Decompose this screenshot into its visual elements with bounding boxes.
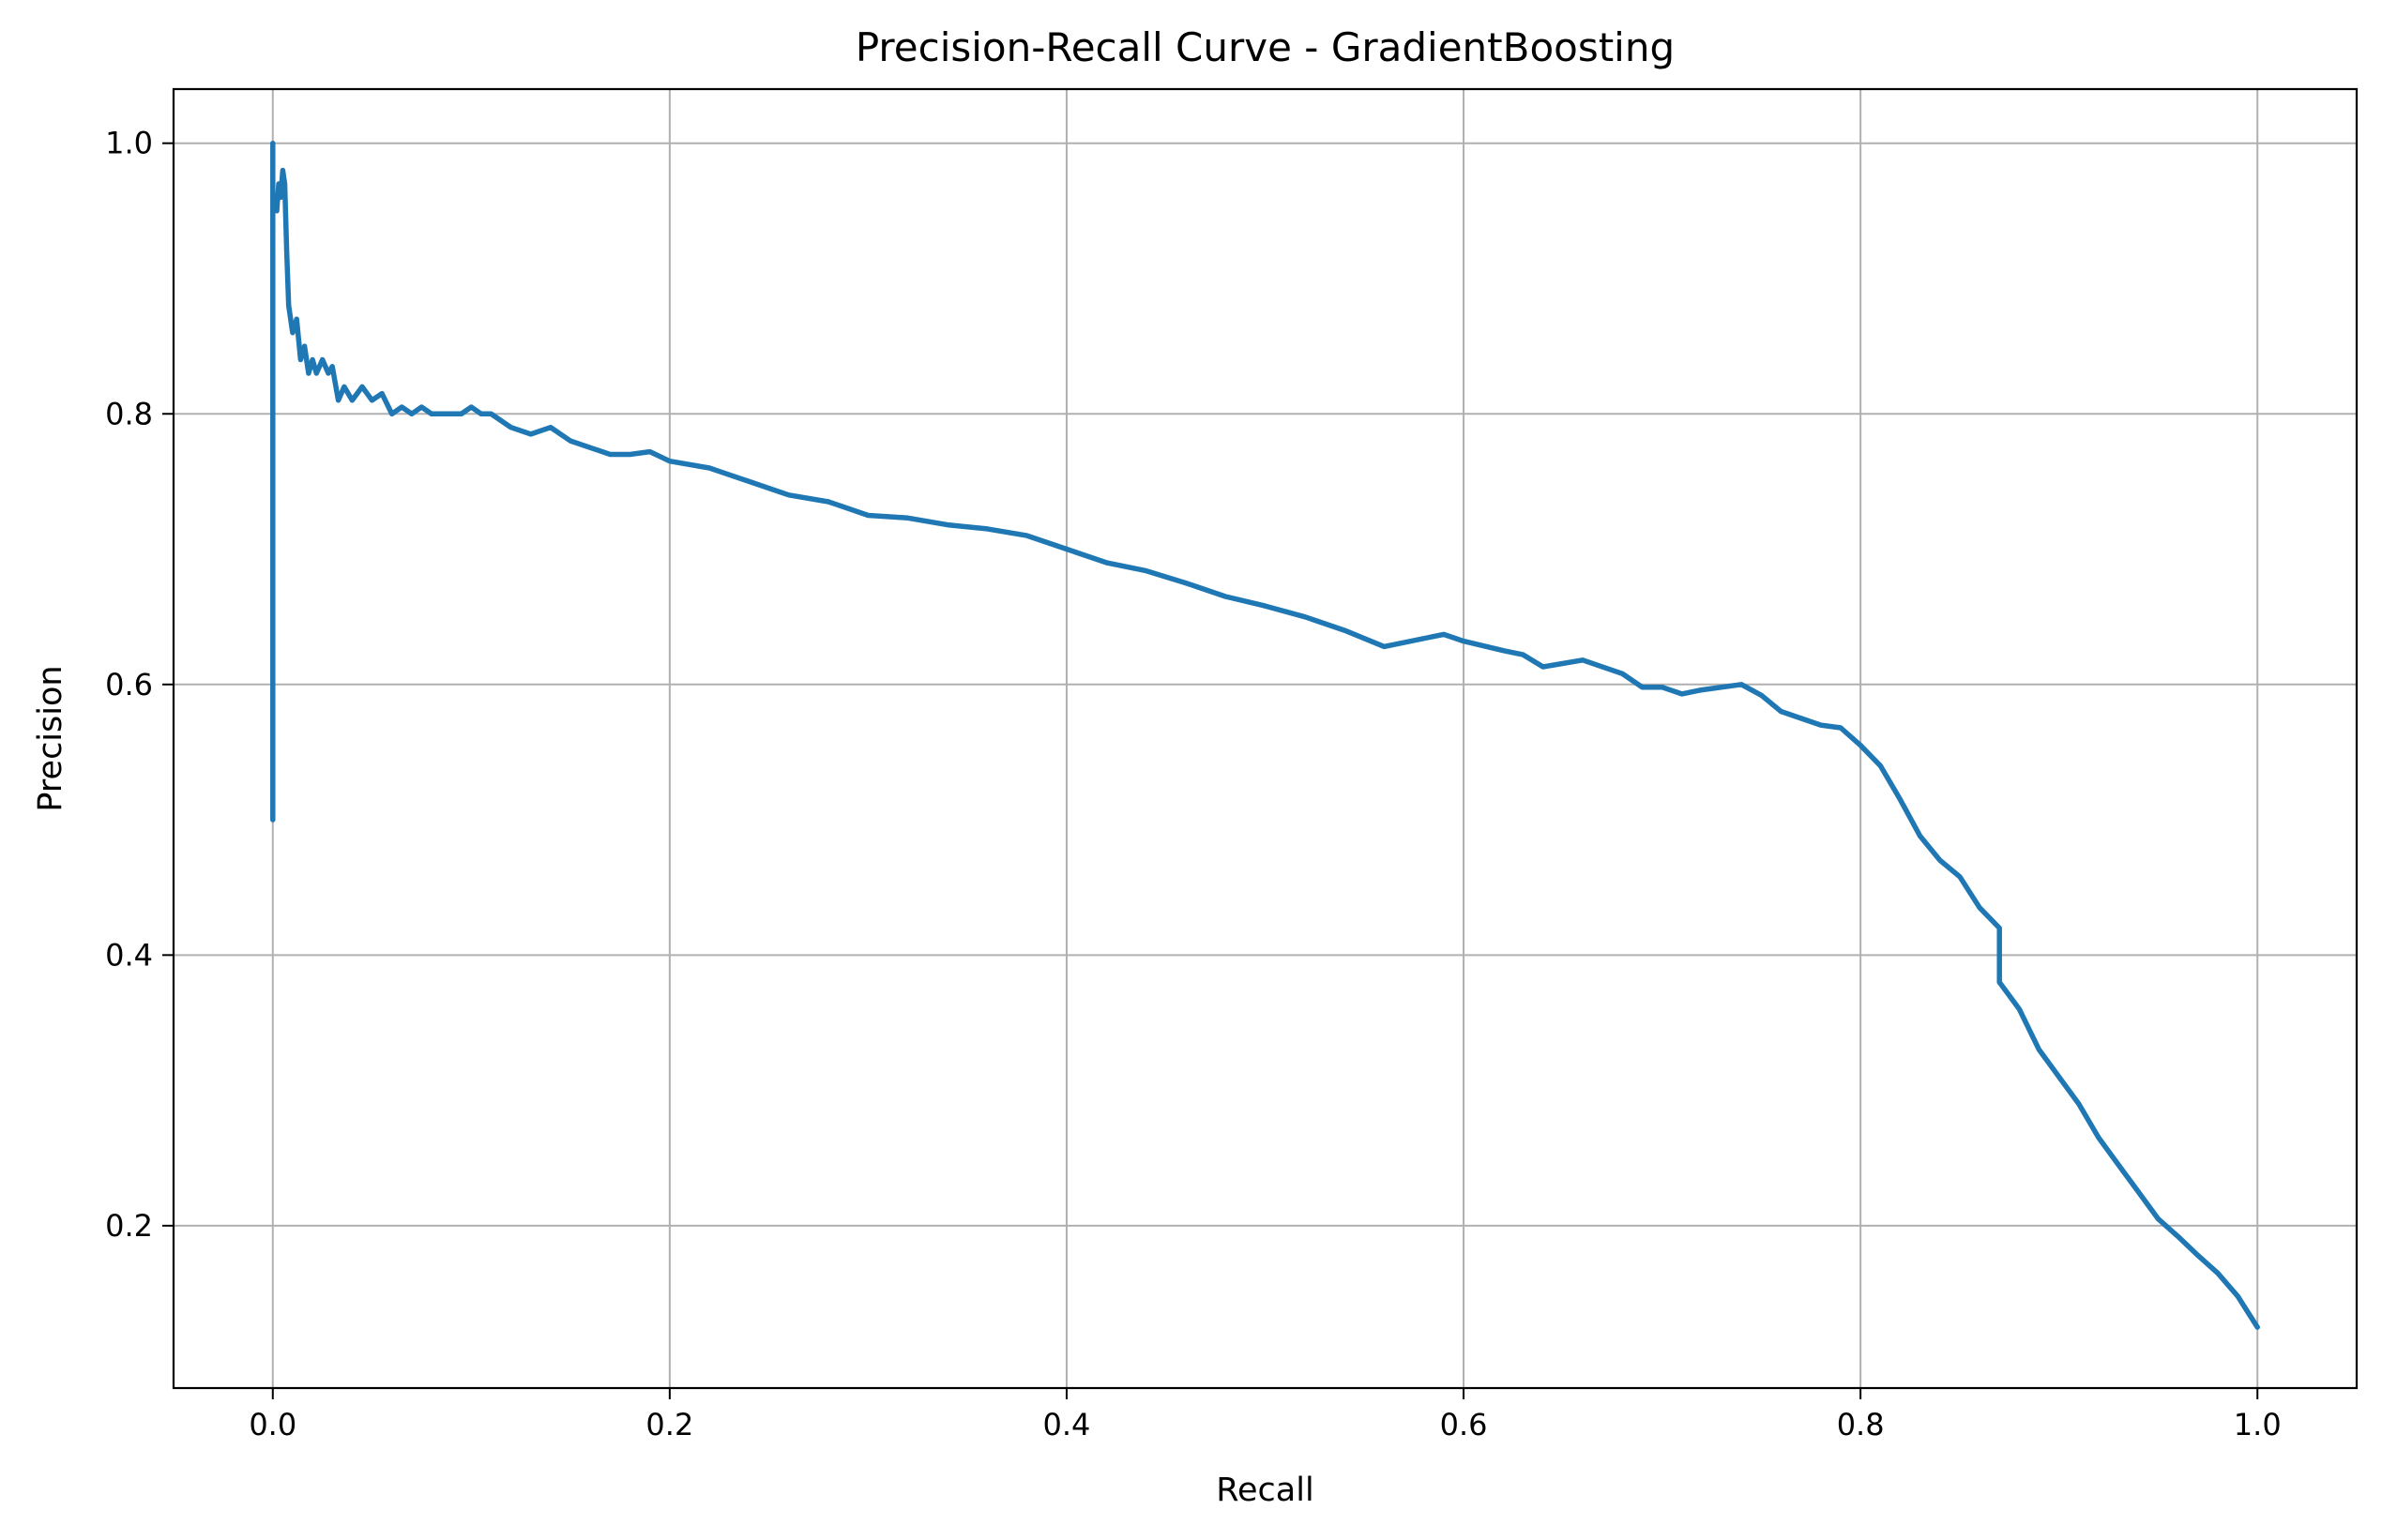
plot-frame [172, 87, 2359, 1390]
y-tick-label: 1.0 [105, 126, 153, 161]
y-tick-label: 0.6 [105, 667, 153, 702]
x-tick-label: 1.0 [2234, 1407, 2282, 1442]
y-tick-label: 0.2 [105, 1208, 153, 1244]
chart-title: Precision-Recall Curve - GradientBoostin… [856, 24, 1675, 70]
x-tick-label: 0.2 [645, 1407, 693, 1442]
y-axis-label: Precision [32, 665, 69, 811]
grid-layer [174, 89, 2357, 1388]
x-tick-label: 0.6 [1440, 1407, 1488, 1442]
y-tick-label: 0.4 [105, 937, 153, 973]
x-axis-label: Recall [1216, 1472, 1313, 1509]
pr-curve-line [270, 140, 2260, 1330]
y-tick-label: 0.8 [105, 396, 153, 431]
x-tick-label: 0.8 [1837, 1407, 1885, 1442]
x-tick-label: 0.4 [1043, 1407, 1091, 1442]
series-layer [270, 140, 2260, 1330]
x-tick-label: 0.0 [249, 1407, 296, 1442]
ticks-layer: 0.0 0.2 0.4 0.6 0.8 1.0 0.2 0.4 0.6 0.8 1.0 [105, 126, 2282, 1442]
